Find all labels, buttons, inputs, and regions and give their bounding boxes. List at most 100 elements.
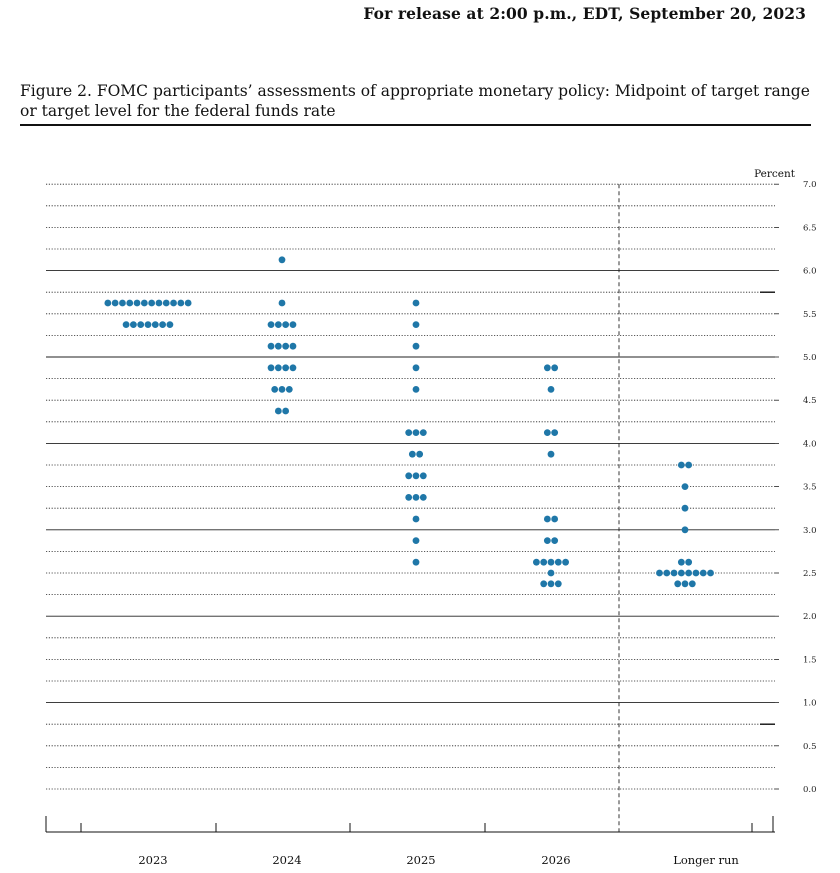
grid-lines xyxy=(46,183,775,832)
participant-dot xyxy=(412,472,420,480)
participant-dot xyxy=(278,386,286,393)
participant-dot xyxy=(554,558,562,566)
participant-dot xyxy=(543,429,551,436)
title-rule xyxy=(20,124,811,126)
participant-dot xyxy=(267,321,275,328)
participant-dot xyxy=(148,299,156,307)
participant-dot xyxy=(677,569,685,577)
participant-dot xyxy=(554,580,562,588)
participant-dot xyxy=(271,386,279,393)
participant-dot xyxy=(547,386,555,393)
y-tick-label: 5.0 xyxy=(803,353,817,363)
participant-dot xyxy=(656,569,663,577)
participant-dot xyxy=(412,429,420,436)
participant-dot xyxy=(663,569,671,577)
participant-dot xyxy=(677,461,685,469)
x-category-label: 2023 xyxy=(138,853,167,867)
participant-dot xyxy=(282,407,290,415)
participant-dot xyxy=(412,342,420,350)
participant-dot xyxy=(278,256,286,264)
participant-dot xyxy=(551,537,559,544)
participant-dot xyxy=(274,364,282,372)
participant-dot xyxy=(133,299,141,307)
participant-dot xyxy=(412,386,420,393)
participant-dot xyxy=(416,450,424,458)
participant-dot xyxy=(681,580,689,588)
participant-dot xyxy=(562,558,569,566)
participant-dot xyxy=(547,558,555,566)
y-axis-unit-label: Percent xyxy=(754,168,796,180)
participant-dot xyxy=(274,321,282,328)
participant-dot xyxy=(543,515,551,523)
participant-dot xyxy=(170,299,177,307)
participant-dot xyxy=(670,569,678,577)
y-tick-label: 1.0 xyxy=(803,699,817,709)
participant-dot xyxy=(151,321,159,328)
x-category-label: Longer run xyxy=(673,853,739,867)
participant-dot xyxy=(707,569,714,577)
participant-dot xyxy=(533,558,540,566)
participant-dot xyxy=(692,569,700,577)
participant-dot xyxy=(122,321,130,328)
participant-dot xyxy=(405,494,413,501)
participant-dot xyxy=(547,450,555,458)
participant-dot xyxy=(159,321,167,328)
participant-dot xyxy=(137,321,145,328)
y-tick-label: 2.5 xyxy=(803,569,817,579)
participant-dot xyxy=(177,299,185,307)
participant-dot xyxy=(144,321,152,328)
participant-dot xyxy=(111,299,119,307)
participant-dot xyxy=(412,364,420,372)
participant-dot xyxy=(289,321,297,328)
y-tick-label: 7.0 xyxy=(803,180,817,190)
participant-dot xyxy=(419,429,427,436)
participant-dot xyxy=(681,483,689,490)
participant-dot xyxy=(405,429,413,436)
x-category-label: 2026 xyxy=(541,853,570,867)
y-tick-label: 4.5 xyxy=(803,396,817,406)
figure-title: Figure 2. FOMC participants’ assessments… xyxy=(20,81,815,121)
participant-dot xyxy=(547,580,555,588)
y-tick-label: 3.5 xyxy=(803,483,817,493)
y-tick-label: 6.5 xyxy=(803,223,817,233)
participant-dot xyxy=(551,364,559,372)
participant-dot xyxy=(282,321,290,328)
participant-dot xyxy=(412,299,420,307)
y-tick-label: 2.0 xyxy=(803,612,817,622)
y-tick-label: 4.0 xyxy=(803,439,817,449)
figure-title-line-1: Figure 2. FOMC participants’ assessments… xyxy=(20,82,810,100)
participant-dot xyxy=(681,526,689,534)
participant-dot xyxy=(166,321,174,328)
participant-dot xyxy=(155,299,163,307)
participant-dot xyxy=(677,558,685,566)
y-tick-label: 6.0 xyxy=(803,267,817,277)
participant-dot xyxy=(540,580,548,588)
participant-dot xyxy=(285,386,293,393)
y-tick-label: 0.5 xyxy=(803,742,817,752)
x-category-label: 2024 xyxy=(272,853,301,867)
participant-dot xyxy=(408,450,416,458)
participant-dot xyxy=(267,342,275,350)
participant-dot xyxy=(412,537,420,544)
y-axis: 0.0 0.5 1.0 1.5 2.0 2.5 3.0 3.5 4.0 4.5 5.0 5.5 6.0 6… xyxy=(754,168,816,795)
participant-dot xyxy=(685,569,693,577)
participant-dot xyxy=(412,494,420,501)
x-axis: 2023 2024 2025 2026 Longer run xyxy=(45,816,775,867)
participant-dot xyxy=(282,364,290,372)
y-tick-label: 0.0 xyxy=(803,785,817,795)
participant-dot xyxy=(282,342,290,350)
participant-dot xyxy=(412,321,420,328)
participant-dots xyxy=(104,256,714,588)
participant-dot xyxy=(674,580,682,588)
participant-dot xyxy=(412,515,420,523)
participant-dot xyxy=(540,558,548,566)
participant-dot xyxy=(685,461,693,469)
participant-dot xyxy=(551,515,559,523)
figure-title-line-2: or target level for the federal funds ra… xyxy=(20,102,336,120)
participant-dot xyxy=(681,504,689,512)
participant-dot xyxy=(104,299,112,307)
participant-dot xyxy=(162,299,170,307)
participant-dot xyxy=(419,494,427,501)
participant-dot xyxy=(274,342,282,350)
